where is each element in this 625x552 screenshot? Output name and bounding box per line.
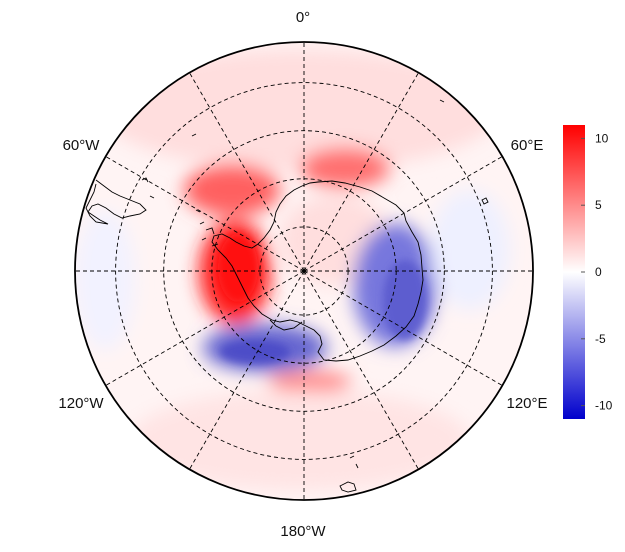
field-right-lightblue (430, 190, 510, 310)
field-ross-north-warm (268, 372, 352, 392)
colorbar-tick-label: -10 (595, 399, 613, 413)
peninsula-islands (199, 221, 219, 247)
kerguelen-island (439, 99, 489, 205)
field-weddell-warm (184, 164, 280, 216)
meridian-line (303, 156, 503, 272)
colorbar-ticks: 10 5 0 -5 -10 (581, 131, 613, 413)
lon-label-60w: 60°W (63, 137, 101, 154)
field-upper-pink (100, 50, 500, 170)
lon-label-120e: 120°E (506, 395, 547, 412)
graticule (75, 42, 533, 500)
lon-label-60e: 60°E (511, 137, 544, 154)
field-peninsula-core (218, 234, 258, 302)
lon-label-0: 0° (296, 9, 310, 26)
field-ring-blue-ross (220, 340, 290, 364)
field-left-lightblue (75, 210, 135, 350)
lon-label-120w: 120°W (58, 395, 104, 412)
latitude-circle (115, 82, 493, 460)
south-america-islands (141, 133, 201, 213)
colorbar-tick-label: 5 (595, 198, 602, 212)
colorbar-gradient (563, 125, 585, 419)
colorbar-tick-label: 10 (595, 131, 609, 145)
meridian-lines (75, 42, 533, 500)
field-dml-warm (300, 148, 390, 188)
antarctica-coastline (211, 180, 424, 362)
land-outline (85, 99, 489, 493)
meridian-line (189, 270, 305, 470)
meridian-line (105, 156, 305, 272)
ross-ice-shelf-edge (269, 319, 303, 331)
meridian-line (105, 270, 305, 386)
longitude-labels: 0° 60°E 120°E 180°W 120°W 60°W (58, 9, 547, 540)
anomaly-field (75, 42, 533, 500)
meridian-line (303, 72, 419, 272)
tasmania-nz-fragment (339, 455, 359, 493)
lon-label-180w: 180°W (280, 523, 326, 540)
map-border (74, 41, 534, 501)
colorbar-tick-label: 0 (595, 265, 602, 279)
south-america-tip (85, 179, 147, 225)
colorbar-tick-label: -5 (595, 332, 606, 346)
meridian-line (303, 270, 419, 470)
colorbar: 10 5 0 -5 -10 (563, 125, 613, 419)
field-ring-blue-east (383, 260, 427, 340)
field-lower-pink (130, 390, 470, 490)
meridian-line (303, 270, 503, 386)
meridian-line (189, 72, 305, 272)
